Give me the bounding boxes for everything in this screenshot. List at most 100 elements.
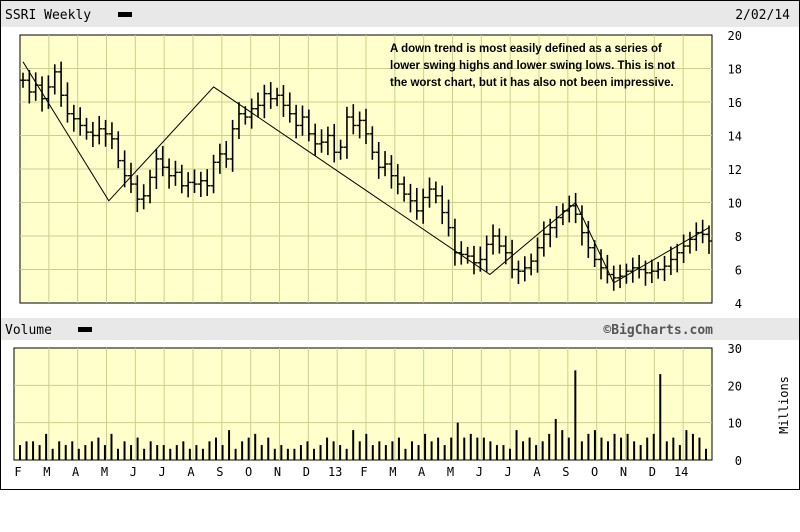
x-tick-label: O: [245, 465, 252, 479]
price-bar: [598, 249, 605, 280]
x-axis: F M A M J J A S O N D 13 F M A M J J A S O N D 14: [14, 465, 688, 479]
price-bar: [382, 151, 389, 177]
annotation-line-2: lower swing highs and lower swing lows. …: [390, 60, 675, 72]
price-bar: [591, 240, 598, 267]
price-bar: [496, 228, 503, 254]
x-tick-label: F: [14, 465, 21, 479]
price-bar: [636, 254, 643, 279]
price-bar: [445, 199, 452, 237]
price-bar: [610, 265, 617, 291]
price-y-tick-label: 18: [728, 63, 742, 77]
x-tick-label: N: [274, 465, 281, 479]
price-bar: [363, 108, 369, 145]
x-tick-label: M: [389, 465, 396, 479]
price-bar: [312, 123, 319, 156]
price-bar: [70, 104, 77, 132]
price-bar: [185, 172, 192, 198]
price-bar: [204, 169, 211, 196]
price-bar: [572, 192, 579, 224]
volume-y-tick-label: 0: [735, 454, 742, 468]
price-bar: [318, 129, 325, 153]
x-tick-label: J: [130, 465, 137, 479]
price-bar: [521, 256, 528, 282]
volume-y-axis: 30 20 10 0: [728, 342, 742, 468]
x-tick-label: F: [360, 465, 367, 479]
price-bar: [121, 150, 128, 188]
price-bar: [108, 122, 115, 150]
price-bar: [407, 183, 414, 213]
price-bar: [661, 255, 668, 282]
price-bar: [191, 169, 198, 193]
price-bar: [458, 241, 465, 265]
price-bar: [39, 76, 46, 112]
volume-grid: [14, 348, 712, 460]
price-bar: [369, 126, 376, 160]
x-tick-label: J: [476, 465, 483, 479]
price-bar: [159, 146, 166, 177]
price-bar: [432, 181, 439, 204]
price-bar: [261, 84, 268, 119]
x-tick-label: 13: [328, 465, 342, 479]
annotation-line-1: A down trend is most easily defined as a…: [390, 43, 662, 55]
volume-y-tick-label: 30: [728, 342, 742, 356]
x-tick-label: N: [620, 465, 627, 479]
price-bar: [680, 234, 687, 263]
price-bar: [413, 187, 420, 220]
price-bar: [20, 72, 26, 88]
price-bar: [470, 245, 477, 275]
price-y-tick-label: 12: [728, 163, 742, 177]
annotation-line-3: the worst chart, but it has also not bee…: [390, 77, 674, 89]
price-bar: [147, 169, 154, 204]
price-grid: [20, 35, 712, 303]
price-bar: [166, 158, 173, 189]
x-tick-label: M: [43, 465, 50, 479]
price-bar: [483, 235, 490, 273]
trendline: [22, 61, 710, 284]
price-bar: [58, 61, 65, 107]
price-bar: [324, 126, 331, 156]
price-bar: [693, 222, 700, 251]
price-bar: [305, 109, 312, 142]
price-bar: [540, 221, 547, 257]
price-bar: [343, 106, 350, 159]
price-bar: [172, 160, 179, 186]
price-y-tick-label: 6: [735, 264, 742, 278]
price-bar: [439, 185, 446, 225]
x-tick-label: S: [216, 465, 223, 479]
price-bars: [20, 61, 712, 291]
x-tick-label: A: [533, 465, 541, 479]
volume-y-tick-label: 10: [728, 417, 742, 431]
price-bar: [534, 237, 541, 273]
price-bar: [89, 121, 96, 148]
price-bar: [115, 131, 122, 169]
x-tick-label: A: [72, 465, 80, 479]
price-bar: [375, 142, 382, 179]
legend-swatch-price: [118, 12, 132, 17]
x-tick-label: J: [159, 465, 166, 479]
price-bar: [299, 105, 306, 136]
price-bar: [51, 64, 58, 95]
volume-chart-title: Volume: [5, 323, 52, 338]
price-bar: [223, 141, 230, 168]
x-tick-label: O: [591, 465, 598, 479]
price-bar: [686, 231, 693, 254]
price-bar: [490, 224, 497, 255]
price-bar: [337, 139, 344, 160]
price-y-tick-label: 14: [728, 130, 742, 144]
price-y-tick-label: 4: [735, 297, 742, 311]
chart-date: 2/02/14: [735, 8, 790, 23]
price-bar: [388, 155, 395, 189]
price-bar: [286, 92, 293, 123]
x-tick-label: 14: [674, 465, 688, 479]
price-bar: [274, 87, 281, 107]
price-header-bar: [1, 1, 799, 27]
price-bar: [178, 164, 185, 194]
price-bar: [140, 184, 147, 210]
price-chart-title: SSRI Weekly: [5, 8, 91, 23]
price-bar: [667, 246, 674, 276]
volume-header-bar: [1, 318, 799, 340]
price-bar: [706, 225, 712, 254]
volume-y-tick-label: 20: [728, 379, 742, 393]
price-bar: [648, 259, 655, 284]
